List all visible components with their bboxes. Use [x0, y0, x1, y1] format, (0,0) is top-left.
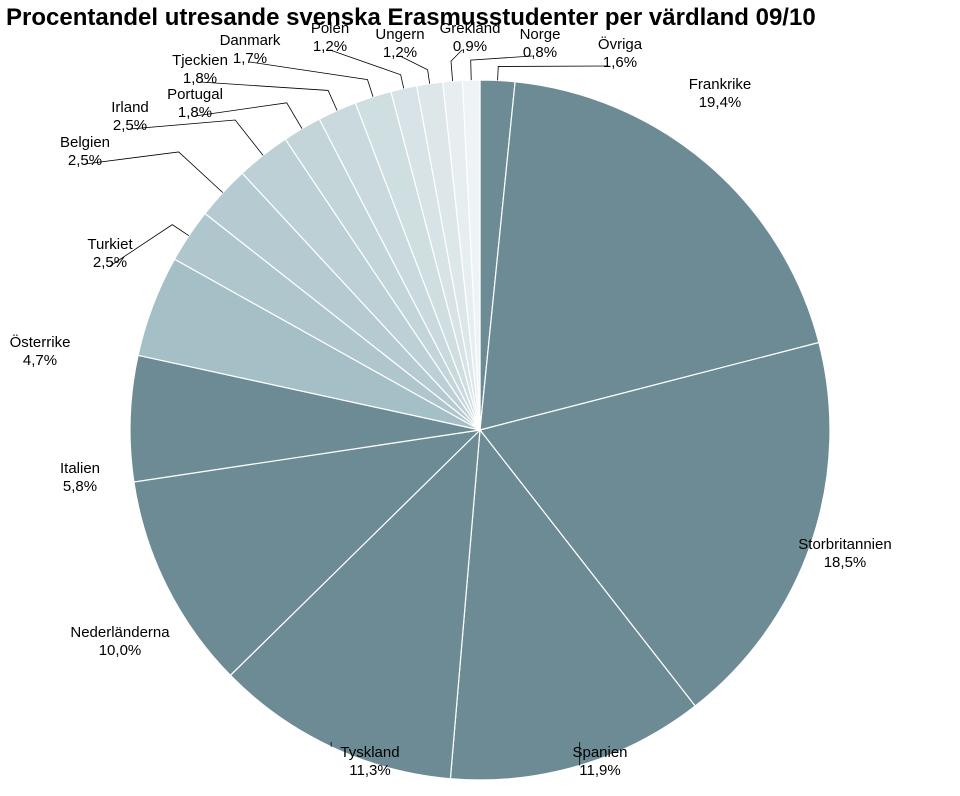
- leader-line: [451, 50, 462, 81]
- leader-line: [200, 82, 337, 110]
- leader-line: [330, 50, 404, 88]
- leader-line: [498, 66, 608, 80]
- leader-line: [130, 120, 263, 155]
- leader-line: [195, 103, 302, 129]
- leader-line: [250, 62, 373, 97]
- leader-line: [85, 152, 223, 193]
- leader-line: [400, 56, 430, 84]
- leader-line: [471, 56, 532, 80]
- pie-chart: [0, 0, 960, 796]
